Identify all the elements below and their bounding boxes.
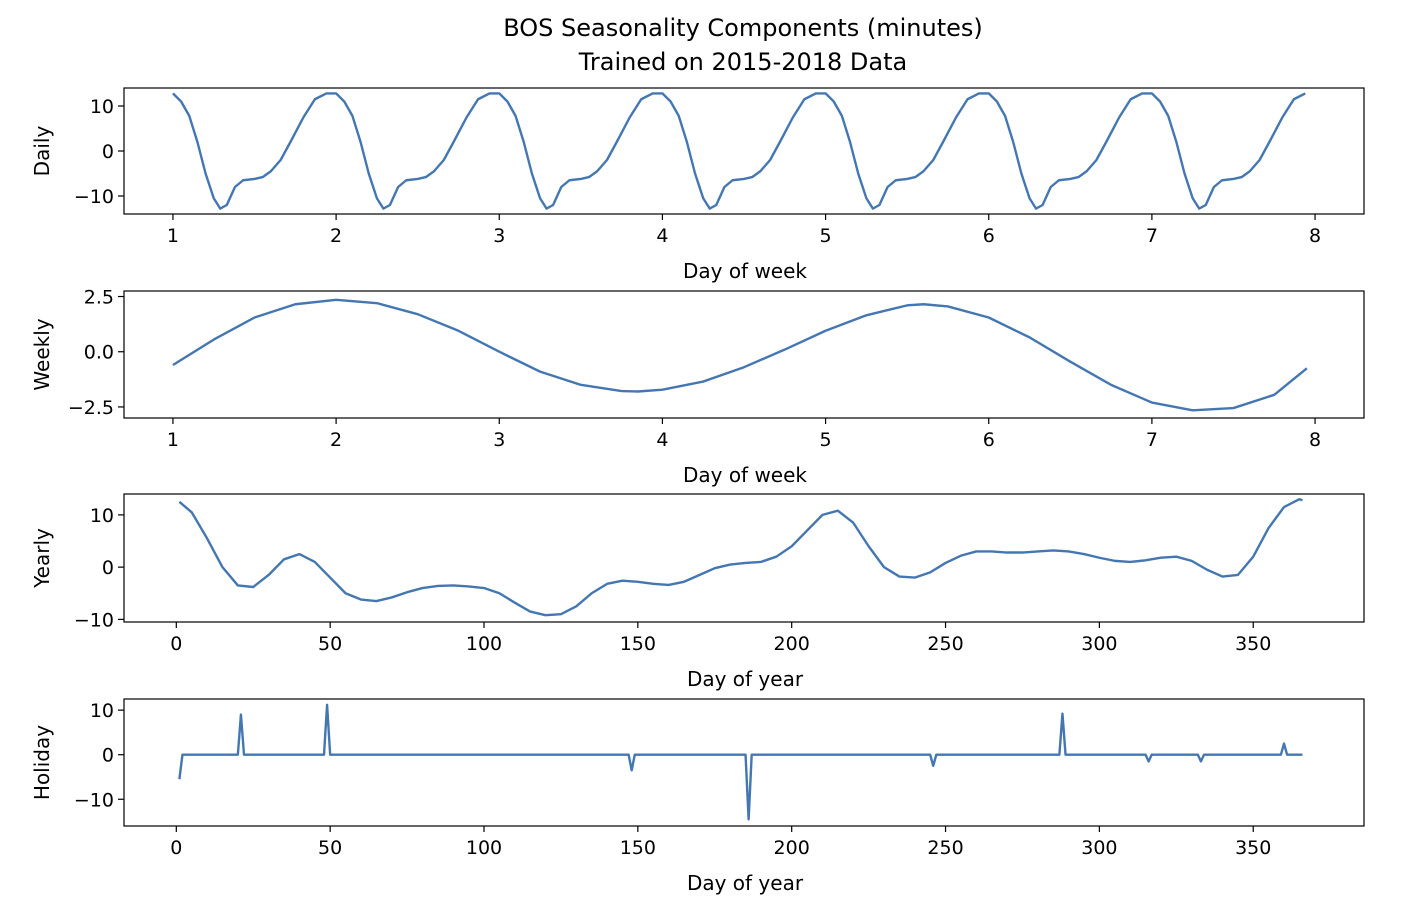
x-tick-label: 2 [330,429,342,451]
x-tick-label: 7 [1146,225,1158,247]
x-tick-label: 150 [620,837,656,859]
x-tick-label: 50 [318,633,342,655]
x-tick-label: 300 [1081,633,1117,655]
x-tick-label: 2 [330,225,342,247]
x-tick-label: 250 [927,633,963,655]
x-tick-label: 250 [927,837,963,859]
y-tick-label: −2.5 [68,397,114,419]
y-tick-label: 10 [90,700,114,722]
y-axis-label: Holiday [30,725,54,800]
x-tick-label: 1 [167,225,179,247]
axes-frame-yearly [123,493,1365,623]
x-tick-label: 100 [466,837,502,859]
x-axis-label: Day of year [687,871,804,895]
x-tick-label: 4 [656,225,668,247]
x-axis-label: Day of year [687,667,804,691]
y-tick-label: −10 [74,609,114,631]
y-tick-label: 0.0 [84,342,114,364]
x-tick-label: 5 [820,225,832,247]
x-tick-label: 200 [774,633,810,655]
x-axis-label: Day of week [683,259,807,283]
y-tick-label: −10 [74,186,114,208]
series-line-weekly [172,298,1308,412]
axes-frame-weekly [123,290,1365,419]
series-line-yearly [178,498,1303,617]
x-tick-label: 4 [656,429,668,451]
x-tick-label: 6 [983,225,995,247]
x-axis-label: Day of week [683,463,807,487]
x-tick-label: 1 [167,429,179,451]
y-tick-label: 0 [102,141,114,163]
x-tick-label: 350 [1235,633,1271,655]
figure-title-line-1: BOS Seasonality Components (minutes) [503,14,983,42]
figure-title-line-2: Trained on 2015-2018 Data [578,48,908,76]
x-tick-label: 0 [170,837,182,859]
x-tick-label: 5 [820,429,832,451]
axes-frame-holiday [123,698,1365,827]
y-tick-label: 0 [102,745,114,767]
x-tick-label: 0 [170,633,182,655]
x-tick-label: 6 [983,429,995,451]
x-tick-label: 8 [1309,429,1321,451]
x-tick-label: 100 [466,633,502,655]
y-axis-label: Yearly [30,528,54,589]
x-tick-label: 3 [493,225,505,247]
y-tick-label: 2.5 [84,287,114,309]
y-axis-label: Weekly [30,318,54,390]
series-line-holiday [178,703,1303,821]
y-tick-label: 10 [90,505,114,527]
x-tick-label: 350 [1235,837,1271,859]
y-tick-label: −10 [74,789,114,811]
x-tick-label: 8 [1309,225,1321,247]
y-tick-label: 0 [102,557,114,579]
y-tick-label: 10 [90,96,114,118]
y-axis-label: Daily [30,126,54,177]
x-tick-label: 150 [620,633,656,655]
series-line-daily [172,92,1306,210]
x-tick-label: 7 [1146,429,1158,451]
x-tick-label: 300 [1081,837,1117,859]
x-tick-label: 50 [318,837,342,859]
x-tick-label: 3 [493,429,505,451]
x-tick-label: 200 [774,837,810,859]
